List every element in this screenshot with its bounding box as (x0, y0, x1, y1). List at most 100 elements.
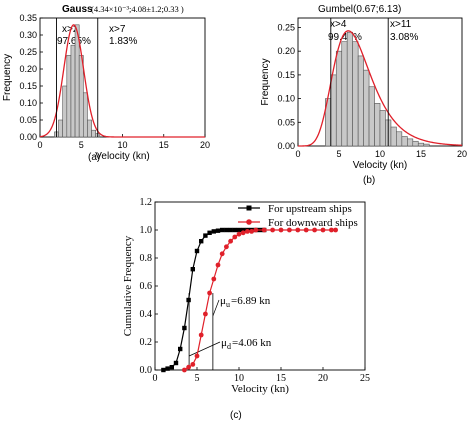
panel-a-threshold-2-percent: 1.83% (109, 36, 137, 47)
annotation-mu-d-sub: d (227, 342, 231, 351)
panel-c-series-1-point (178, 346, 183, 352)
panel-b-bar (379, 110, 386, 147)
panel-c-y-tick-label: 0.8 (140, 253, 153, 264)
panel-b-bar (357, 55, 364, 147)
panel-c-series-2-point (261, 227, 267, 233)
panel-b-bar (396, 131, 403, 147)
panel-c-series-1-point (199, 239, 204, 244)
annotation-mu-d-symbol: μ (221, 337, 227, 349)
panel-c-series-1-point (203, 233, 208, 238)
panel-b-threshold-2-label: x>11 (390, 19, 412, 30)
panel-a-y-tick-label: 0.35 (19, 13, 37, 23)
panel-b-x-tick-label: 20 (457, 149, 467, 159)
panel-b-caption: (b) (363, 175, 375, 186)
panel-c-series-2-point (215, 262, 221, 268)
panel-a-y-tick-label: 0.00 (19, 132, 37, 142)
panel-c-series-1-point (190, 267, 195, 272)
panel-c-series-2-point (194, 353, 200, 359)
panel-c-series-2-point (228, 238, 234, 244)
panel-c-series-2-point (333, 227, 338, 233)
panel-b-x-tick-label: 0 (295, 149, 300, 159)
panel-c-series-2-point (203, 311, 208, 317)
panel-b-bar (346, 31, 353, 147)
legend-upstream-marker (246, 205, 252, 211)
panel-a-x-tick-label: 15 (159, 140, 169, 150)
panel-b-threshold-1-percent: 99.44% (328, 32, 362, 43)
panel-c-x-tick-label: 5 (195, 373, 200, 384)
annotation-mu-d: μ d =4.06 kn (221, 337, 272, 351)
panel-c-x-tick-label: 15 (276, 373, 286, 384)
panel-c-series-2-point (295, 227, 301, 233)
panel-a-title: Gauss (62, 4, 93, 15)
panel-b-bar (417, 142, 425, 147)
panel-c-y-tick-label: 1.2 (140, 197, 153, 208)
panel-a-bar (66, 55, 72, 138)
panel-c-series-2-point (232, 234, 238, 240)
panel-b-bar (363, 69, 370, 147)
annotation-mu-u-symbol: μ (220, 295, 226, 307)
panel-c-x-axis-label: Velocity (kn) (231, 383, 289, 395)
panel-b-bar (330, 74, 337, 147)
panel-b-title: Gumbel(0.67;6.13) (318, 4, 401, 15)
panel-c-series-1-point (182, 325, 187, 331)
panel-c-series-2-point (198, 332, 204, 338)
panel-c-y-tick-label: 1.0 (140, 225, 153, 236)
panel-c-series-1-point (173, 360, 179, 366)
panel-c-series-2-point (312, 227, 317, 233)
panel-c-series-2-point (270, 227, 275, 233)
panel-c-series-1-point (194, 248, 200, 254)
panel-c-series-1-point (224, 227, 229, 233)
panel-c-series-1-point (236, 227, 242, 233)
panel-b-bar (352, 41, 359, 147)
panel-c-series-1-point (165, 366, 170, 371)
panel-c-y-axis-label: Cumulative Frequency (122, 235, 134, 336)
panel-c-series-2-point (219, 251, 225, 257)
panel-a-title-params: (4.34×10⁻³;4.08±1.2;0.33 ) (91, 4, 184, 14)
panel-c-series-2-point (278, 227, 284, 233)
panel-b-bar (341, 41, 348, 147)
panel-b-bar (423, 143, 430, 147)
panel-a-threshold-1-percent: 97.65% (57, 36, 91, 47)
panel-c-y-tick-label: 0.2 (140, 337, 153, 348)
panel-a-y-tick-label: 0.10 (19, 98, 37, 108)
panel-c-series-1-point (207, 230, 212, 235)
panel-a-bar (87, 119, 92, 138)
panel-c-chart: For upstream ships For downward ships μ … (122, 197, 370, 421)
legend-upstream-label: For upstream ships (268, 203, 352, 215)
legend-downward-label: For downward ships (268, 217, 358, 229)
panel-b-y-tick-label: 0.10 (277, 94, 295, 104)
panel-a-bar (74, 24, 80, 138)
panel-c-x-tick-label: 25 (360, 373, 370, 384)
panel-a-bar (83, 92, 88, 138)
panel-a-chart: Gauss (4.34×10⁻³;4.08±1.2;0.33 ) x>2 97.… (2, 4, 210, 163)
panel-b-x-axis-label: Velocity (kn) (353, 160, 407, 171)
annotation-mu-d-text: =4.06 kn (232, 337, 272, 349)
panel-c-legend: For upstream ships For downward ships (238, 203, 358, 229)
panel-a-bar (70, 44, 76, 138)
panel-b-x-tick-label: 15 (416, 149, 426, 159)
panel-c-series-2-point (249, 229, 255, 234)
panel-c-series-1-point (211, 229, 216, 234)
panel-c-y-tick-label: 0.4 (140, 309, 153, 320)
panel-c-series-2-point (182, 367, 187, 373)
panel-b-x-tick-label: 5 (336, 149, 341, 159)
panel-b-y-tick-label: 0.15 (277, 70, 295, 80)
panel-c-caption: (c) (230, 410, 242, 421)
panel-c-x-tick-label: 0 (153, 373, 158, 384)
panel-b-fit-curve (298, 30, 463, 147)
panel-c-y-tick-label: 0.6 (140, 281, 153, 292)
panel-b-y-axis-label: Frequency (260, 58, 271, 105)
panel-a-bar (91, 129, 96, 138)
panel-a-x-tick-label: 5 (79, 140, 84, 150)
panel-a-y-tick-label: 0.25 (19, 47, 37, 57)
panel-c-x-tick-label: 10 (234, 373, 244, 384)
panel-c-series-2-point (224, 244, 229, 250)
panel-c-series-2-point (245, 229, 250, 234)
panel-c-series-1-point (169, 365, 174, 370)
panel-a-threshold-2-label: x>7 (109, 24, 126, 35)
panel-c-series-2-point (253, 227, 259, 233)
panel-c-y-tick-label: 0.0 (140, 365, 153, 376)
panel-c-series-1-point (220, 227, 225, 233)
panel-a-bar (58, 119, 63, 138)
